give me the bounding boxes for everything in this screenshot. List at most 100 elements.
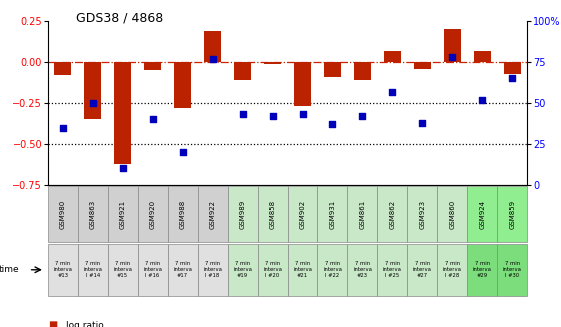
Text: 7 min
interva
#17: 7 min interva #17: [173, 262, 192, 278]
Bar: [54, 62, 71, 75]
Text: GSM980: GSM980: [59, 199, 66, 229]
Bar: [498, 244, 527, 296]
Text: 7 min
interva
l #30: 7 min interva l #30: [503, 262, 522, 278]
Point: [328, 122, 337, 127]
Bar: [197, 244, 228, 296]
Point: [388, 89, 397, 94]
Bar: [295, 62, 311, 106]
Bar: [257, 244, 287, 296]
Bar: [137, 186, 168, 242]
Point: [418, 120, 427, 125]
Text: 7 min
interva
l #28: 7 min interva l #28: [443, 262, 462, 278]
Text: 7 min
interva
#13: 7 min interva #13: [53, 262, 72, 278]
Bar: [137, 244, 168, 296]
Text: GSM922: GSM922: [210, 200, 215, 229]
Text: 7 min
interva
l #20: 7 min interva l #20: [263, 262, 282, 278]
Text: GSM862: GSM862: [389, 199, 396, 229]
Point: [208, 56, 217, 61]
Bar: [504, 62, 521, 74]
Point: [178, 149, 187, 155]
Text: 7 min
interva
#29: 7 min interva #29: [473, 262, 492, 278]
Point: [358, 113, 367, 119]
Text: 7 min
interva
l #18: 7 min interva l #18: [203, 262, 222, 278]
Bar: [204, 31, 221, 62]
Text: GSM902: GSM902: [300, 199, 306, 229]
Text: GSM861: GSM861: [360, 199, 365, 229]
Bar: [467, 244, 498, 296]
Point: [238, 112, 247, 117]
Bar: [108, 244, 137, 296]
Bar: [407, 244, 438, 296]
Text: 7 min
interva
#27: 7 min interva #27: [413, 262, 432, 278]
Text: 7 min
interva
l #22: 7 min interva l #22: [323, 262, 342, 278]
Bar: [407, 186, 438, 242]
Bar: [354, 62, 371, 80]
Bar: [114, 62, 131, 164]
Bar: [234, 62, 251, 80]
Text: 7 min
interva
#21: 7 min interva #21: [293, 262, 312, 278]
Bar: [174, 62, 191, 108]
Bar: [467, 186, 498, 242]
Text: GSM931: GSM931: [329, 199, 335, 229]
Text: log ratio: log ratio: [66, 321, 103, 327]
Bar: [77, 244, 108, 296]
Bar: [378, 244, 407, 296]
Point: [268, 113, 277, 119]
Bar: [324, 62, 341, 77]
Text: GSM863: GSM863: [90, 199, 96, 229]
Bar: [414, 62, 431, 69]
Text: GSM989: GSM989: [240, 199, 246, 229]
Text: GSM858: GSM858: [269, 199, 275, 229]
Bar: [498, 186, 527, 242]
Bar: [444, 29, 461, 62]
Bar: [474, 51, 491, 62]
Text: time: time: [0, 265, 20, 274]
Bar: [257, 186, 287, 242]
Text: GSM924: GSM924: [479, 200, 485, 229]
Bar: [84, 62, 101, 119]
Point: [58, 125, 67, 130]
Text: 7 min
interva
l #14: 7 min interva l #14: [83, 262, 102, 278]
Text: GSM920: GSM920: [150, 199, 155, 229]
Bar: [384, 51, 401, 62]
Bar: [264, 62, 280, 64]
Bar: [168, 186, 197, 242]
Bar: [347, 244, 378, 296]
Bar: [168, 244, 197, 296]
Text: GDS38 / 4868: GDS38 / 4868: [76, 11, 163, 25]
Bar: [318, 186, 347, 242]
Bar: [228, 244, 257, 296]
Text: GSM860: GSM860: [449, 199, 456, 229]
Point: [148, 117, 157, 122]
Point: [448, 55, 457, 60]
Bar: [438, 244, 467, 296]
Point: [508, 76, 517, 81]
Point: [88, 100, 97, 106]
Text: GSM921: GSM921: [119, 199, 126, 229]
Text: 7 min
interva
l #25: 7 min interva l #25: [383, 262, 402, 278]
Text: ■: ■: [48, 320, 57, 327]
Text: 7 min
interva
#19: 7 min interva #19: [233, 262, 252, 278]
Bar: [287, 186, 318, 242]
Bar: [48, 244, 77, 296]
Text: 7 min
interva
#15: 7 min interva #15: [113, 262, 132, 278]
Point: [478, 97, 487, 102]
Bar: [197, 186, 228, 242]
Bar: [287, 244, 318, 296]
Bar: [77, 186, 108, 242]
Bar: [108, 186, 137, 242]
Point: [298, 112, 307, 117]
Text: 7 min
interva
l #16: 7 min interva l #16: [143, 262, 162, 278]
Bar: [144, 62, 161, 70]
Bar: [347, 186, 378, 242]
Bar: [438, 186, 467, 242]
Bar: [318, 244, 347, 296]
Text: GSM988: GSM988: [180, 199, 186, 229]
Bar: [378, 186, 407, 242]
Bar: [48, 186, 77, 242]
Point: [118, 166, 127, 171]
Text: 7 min
interva
#23: 7 min interva #23: [353, 262, 372, 278]
Text: GSM923: GSM923: [420, 199, 425, 229]
Text: GSM859: GSM859: [509, 199, 516, 229]
Bar: [228, 186, 257, 242]
